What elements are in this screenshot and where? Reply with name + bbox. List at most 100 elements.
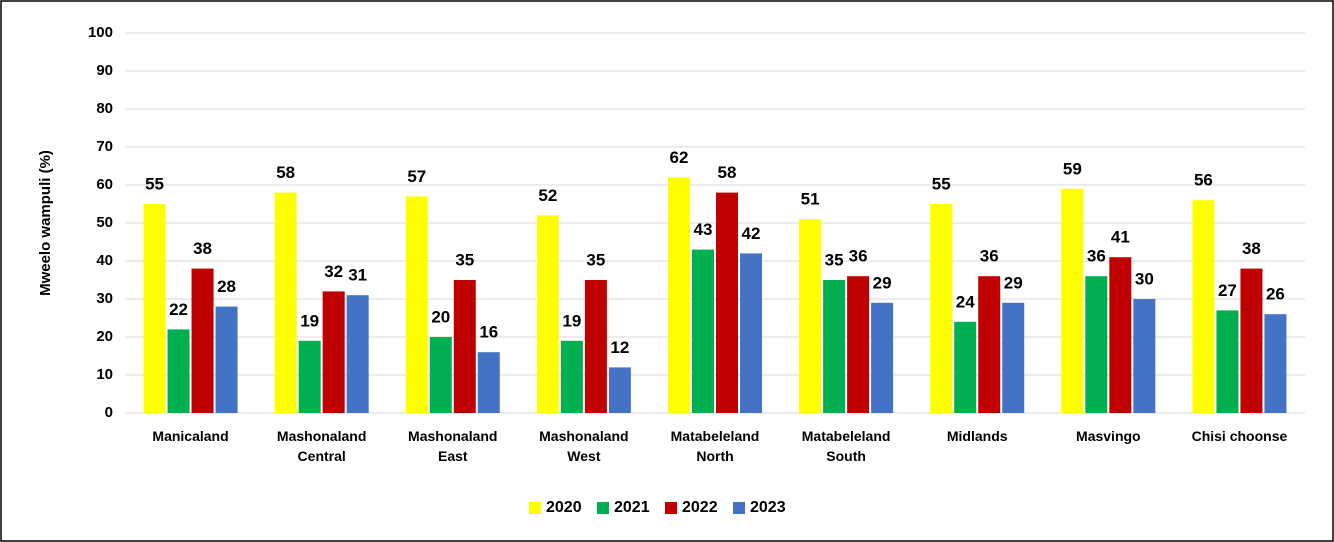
data-label: 35	[586, 250, 605, 269]
bar	[191, 268, 214, 413]
x-tick-label: Mashonaland Central	[277, 428, 366, 464]
x-tick-label: Midlands	[947, 428, 1008, 444]
data-label: 31	[348, 266, 367, 285]
data-label: 57	[407, 167, 426, 186]
bar	[799, 219, 822, 413]
y-tick-label: 60	[96, 176, 113, 193]
bar	[1061, 188, 1084, 413]
data-label: 58	[276, 163, 295, 182]
y-tick-label: 10	[96, 366, 113, 383]
x-tick-label: Chisi choonse	[1192, 428, 1288, 444]
bar	[429, 337, 452, 413]
legend-label: 2021	[614, 499, 650, 516]
bar	[584, 280, 607, 413]
data-label: 36	[980, 247, 999, 266]
data-label: 27	[1218, 281, 1237, 300]
y-tick-label: 100	[88, 24, 113, 41]
x-tick-label: Matabeleland North	[671, 428, 760, 464]
bar	[560, 340, 583, 413]
data-label: 16	[479, 323, 498, 342]
data-label: 32	[324, 262, 343, 281]
x-tick-label-line: Masvingo	[1076, 428, 1141, 444]
data-label: 58	[718, 163, 737, 182]
bar	[346, 295, 369, 413]
data-label: 35	[825, 250, 844, 269]
bar	[871, 302, 894, 413]
bar	[322, 291, 345, 413]
bar	[1192, 200, 1215, 413]
legend-label: 2022	[682, 499, 718, 516]
bar	[536, 215, 559, 413]
y-axis-title: Mweelo wampuli (%)	[37, 150, 54, 296]
data-label: 43	[694, 220, 713, 239]
bar	[274, 192, 297, 413]
y-tick-label: 40	[96, 252, 113, 269]
x-tick-label-line: Manicaland	[152, 428, 228, 444]
bar	[167, 329, 190, 413]
bar	[978, 276, 1001, 413]
y-tick-label: 30	[96, 290, 113, 307]
y-tick-label: 90	[96, 62, 113, 79]
bar	[1085, 276, 1108, 413]
y-tick-label: 0	[105, 404, 113, 421]
legend-swatch	[529, 502, 541, 514]
x-tick-label: Matabeleland South	[802, 428, 891, 464]
data-label: 55	[145, 174, 164, 193]
x-tick-label-line: Central	[298, 448, 346, 464]
data-label: 36	[849, 247, 868, 266]
data-label: 35	[455, 250, 474, 269]
data-label: 56	[1194, 171, 1213, 190]
x-tick-label-line: Chisi choonse	[1192, 428, 1288, 444]
data-label: 41	[1111, 228, 1130, 247]
bar	[823, 280, 846, 413]
x-tick-label-line: Mashonaland	[277, 428, 366, 444]
data-label: 22	[169, 300, 188, 319]
x-tick-label: Mashonaland West	[539, 428, 628, 464]
data-label: 20	[431, 307, 450, 326]
data-label: 38	[1242, 239, 1261, 258]
bar	[740, 253, 762, 413]
bar	[847, 276, 870, 413]
bar	[608, 367, 631, 413]
data-label: 52	[538, 186, 557, 205]
y-tick-label: 50	[96, 214, 113, 231]
bar	[215, 306, 238, 413]
bar	[692, 249, 714, 413]
data-label: 59	[1063, 159, 1082, 178]
data-label: 26	[1266, 285, 1285, 304]
legend-label: 2023	[750, 499, 786, 516]
y-tick-label: 70	[96, 138, 113, 155]
bar	[1264, 314, 1287, 413]
data-label: 38	[193, 239, 212, 258]
x-tick-label: Manicaland	[152, 428, 228, 444]
bar	[1216, 310, 1239, 413]
bar	[477, 352, 500, 413]
bar	[1002, 302, 1025, 413]
x-tick-label-line: North	[696, 448, 733, 464]
y-tick-label: 20	[96, 328, 113, 345]
data-label: 19	[562, 311, 581, 330]
data-label: 24	[956, 292, 975, 311]
data-label: 28	[217, 277, 236, 296]
bar	[143, 204, 166, 413]
x-tick-label-line: West	[567, 448, 601, 464]
data-label: 29	[873, 273, 892, 292]
data-label: 62	[670, 148, 689, 167]
bar	[453, 280, 476, 413]
y-tick-label: 80	[96, 100, 113, 117]
bar	[298, 340, 321, 413]
x-tick-label-line: Matabeleland	[802, 428, 891, 444]
x-tick-label-line: South	[826, 448, 866, 464]
x-tick-label-line: Mashonaland	[539, 428, 628, 444]
x-tick-label-line: East	[438, 448, 468, 464]
bar	[1133, 299, 1156, 413]
data-label: 42	[742, 224, 761, 243]
x-tick-label: Mashonaland East	[408, 428, 497, 464]
bar	[930, 204, 953, 413]
data-label: 36	[1087, 247, 1106, 266]
data-label: 51	[801, 190, 820, 209]
legend-swatch	[597, 502, 609, 514]
bar	[954, 321, 977, 413]
data-label: 30	[1135, 269, 1154, 288]
